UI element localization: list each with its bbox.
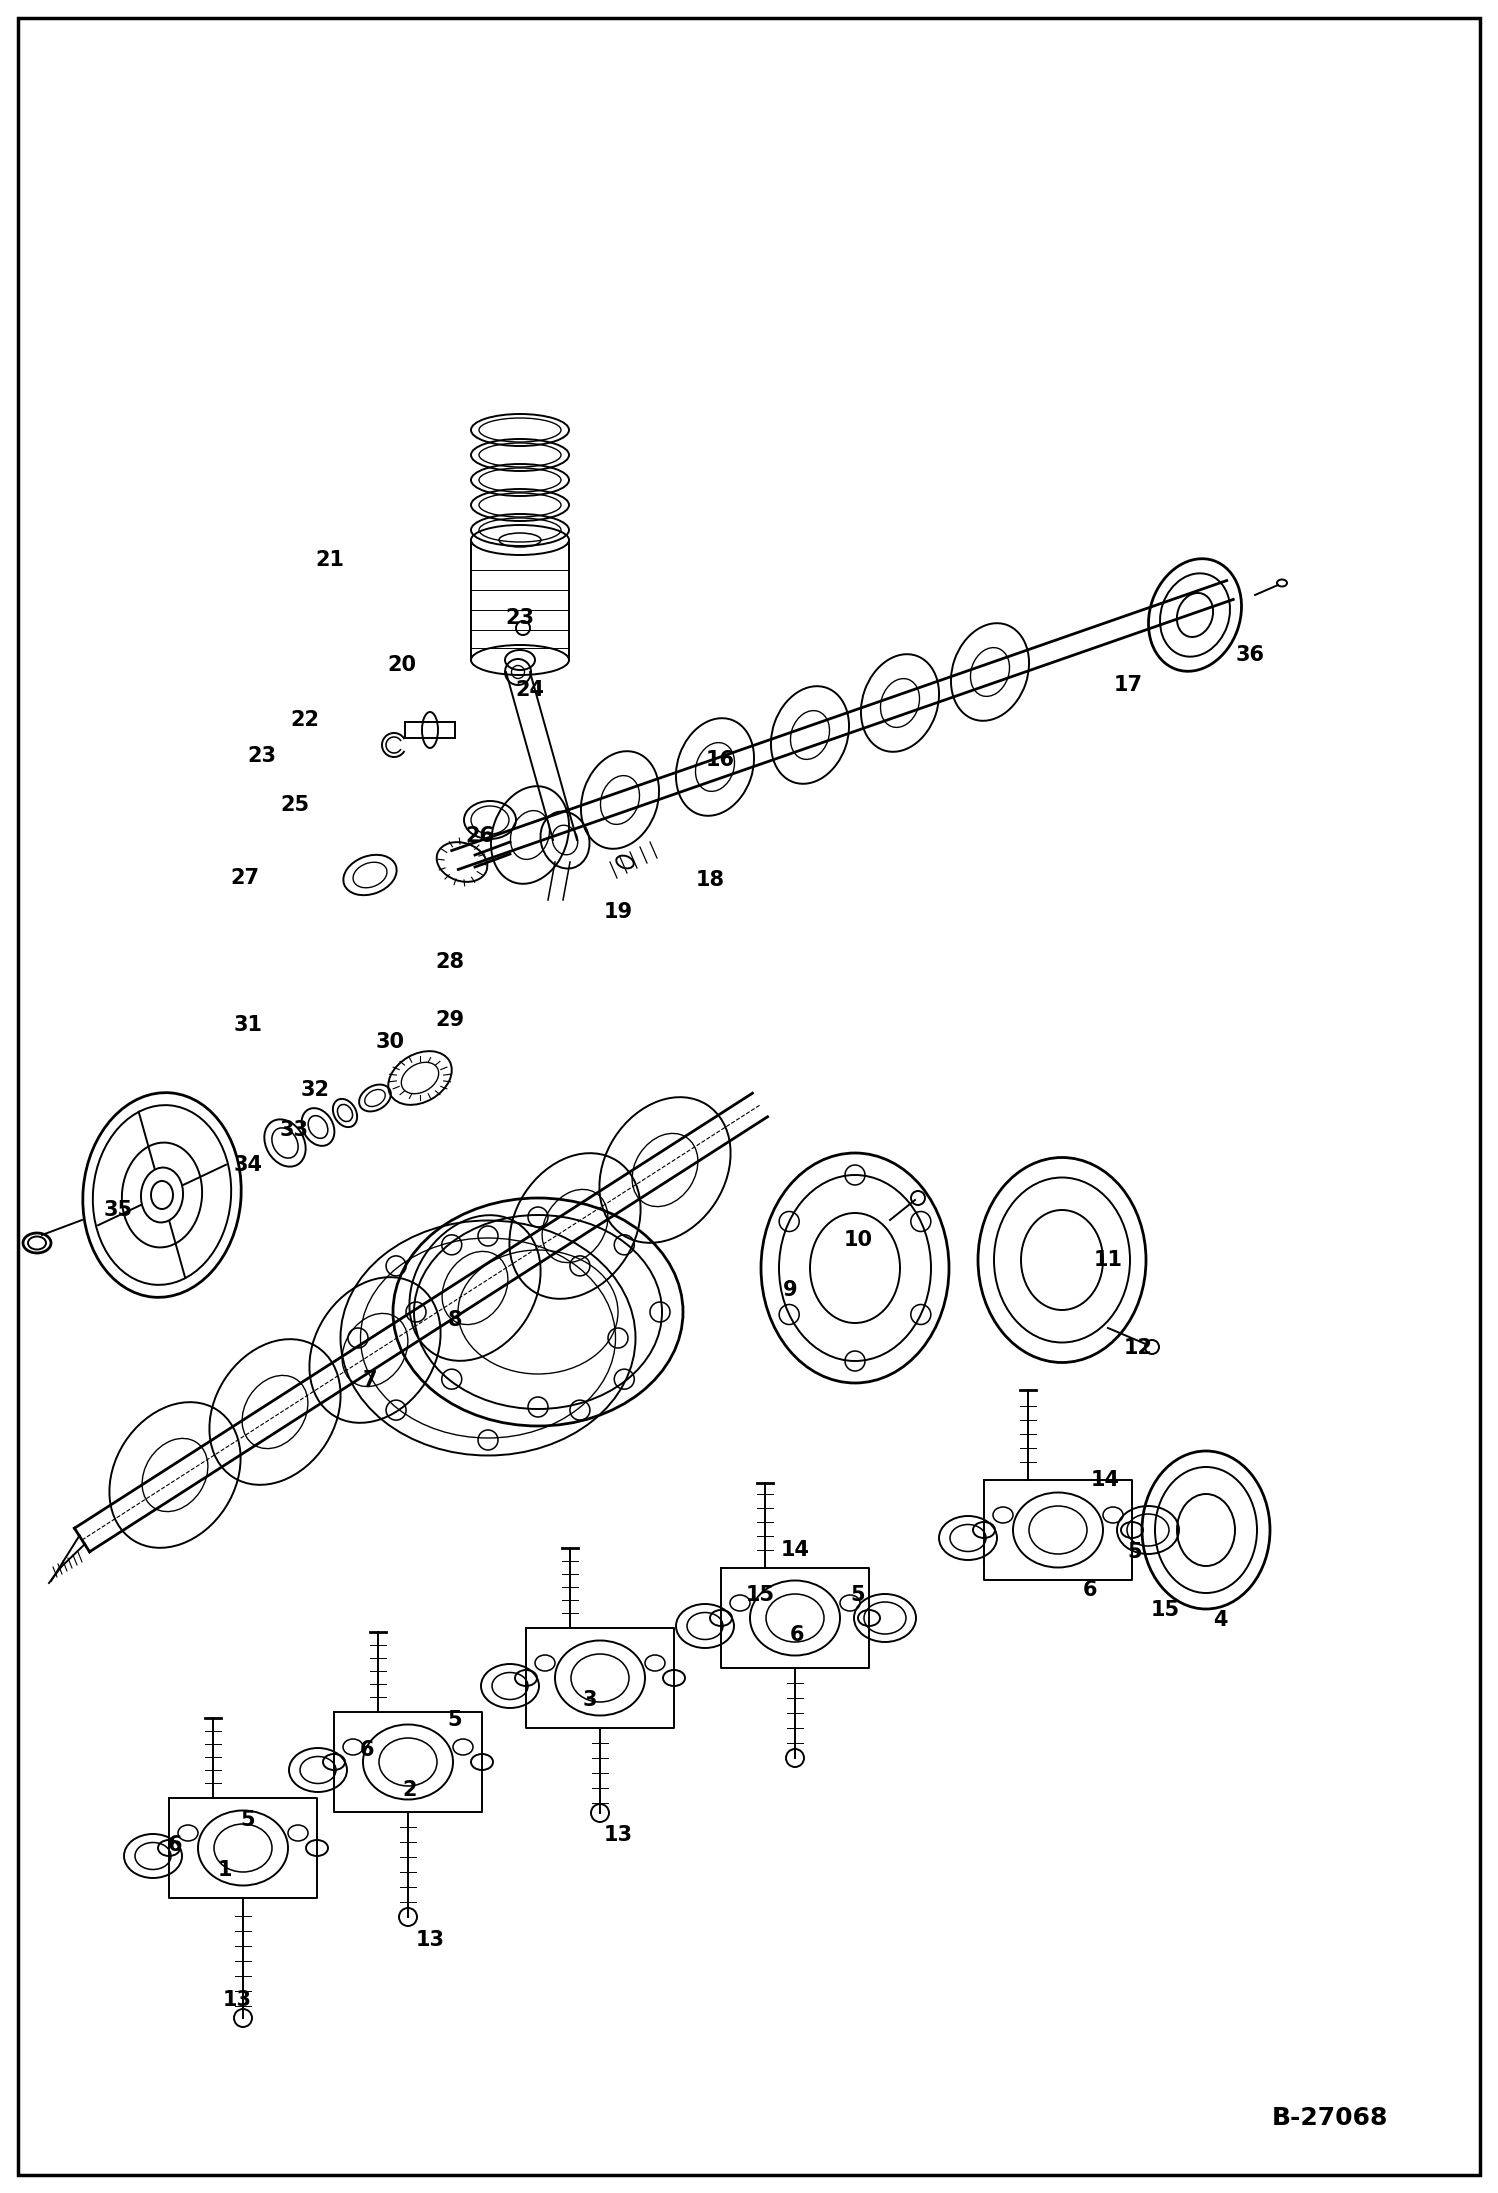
Text: 23: 23 (247, 746, 277, 765)
Text: 13: 13 (604, 1825, 632, 1844)
Text: 35: 35 (103, 1200, 132, 1219)
Text: 10: 10 (843, 1230, 872, 1250)
Text: 14: 14 (780, 1539, 809, 1559)
Text: 15: 15 (746, 1586, 774, 1605)
Text: 28: 28 (436, 952, 464, 971)
Text: 6: 6 (1083, 1579, 1097, 1601)
Text: 12: 12 (1124, 1338, 1152, 1357)
Text: 14: 14 (1091, 1469, 1119, 1489)
Text: 26: 26 (466, 827, 494, 846)
Text: 17: 17 (1113, 675, 1143, 695)
Text: 31: 31 (234, 1015, 262, 1035)
Text: 16: 16 (706, 750, 734, 770)
Text: 6: 6 (360, 1739, 374, 1761)
Text: 19: 19 (604, 901, 632, 921)
Text: 20: 20 (388, 656, 416, 675)
Text: 36: 36 (1236, 645, 1264, 664)
Text: 5: 5 (1128, 1542, 1143, 1561)
Text: 9: 9 (782, 1281, 797, 1300)
Text: 6: 6 (168, 1836, 183, 1855)
Text: 30: 30 (376, 1033, 404, 1053)
Text: 7: 7 (363, 1371, 377, 1390)
Text: 32: 32 (301, 1079, 330, 1101)
Text: 21: 21 (316, 550, 345, 570)
Text: 2: 2 (403, 1781, 418, 1800)
Text: 5: 5 (851, 1586, 866, 1605)
Text: 5: 5 (448, 1711, 463, 1730)
Text: 8: 8 (448, 1309, 463, 1329)
Text: 18: 18 (695, 871, 725, 890)
Text: 25: 25 (280, 796, 310, 816)
Text: 4: 4 (1213, 1610, 1227, 1629)
Text: 1: 1 (217, 1860, 232, 1879)
Text: 22: 22 (291, 711, 319, 730)
Text: 34: 34 (234, 1156, 262, 1175)
Text: 24: 24 (515, 680, 544, 700)
Text: 3: 3 (583, 1691, 598, 1711)
Text: 15: 15 (1150, 1601, 1179, 1621)
Text: 11: 11 (1094, 1250, 1122, 1270)
Text: 13: 13 (415, 1930, 445, 1950)
Text: 13: 13 (223, 1989, 252, 2011)
Text: 6: 6 (789, 1625, 804, 1645)
Text: B-27068: B-27068 (1272, 2105, 1389, 2129)
Text: 23: 23 (505, 607, 535, 627)
Text: 5: 5 (241, 1809, 255, 1829)
Text: 29: 29 (436, 1011, 464, 1031)
Text: 27: 27 (231, 868, 259, 888)
Text: 33: 33 (280, 1121, 309, 1140)
